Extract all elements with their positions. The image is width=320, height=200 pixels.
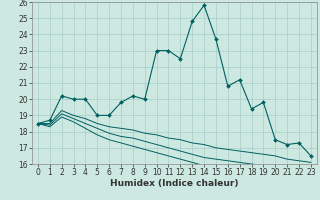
X-axis label: Humidex (Indice chaleur): Humidex (Indice chaleur): [110, 179, 239, 188]
